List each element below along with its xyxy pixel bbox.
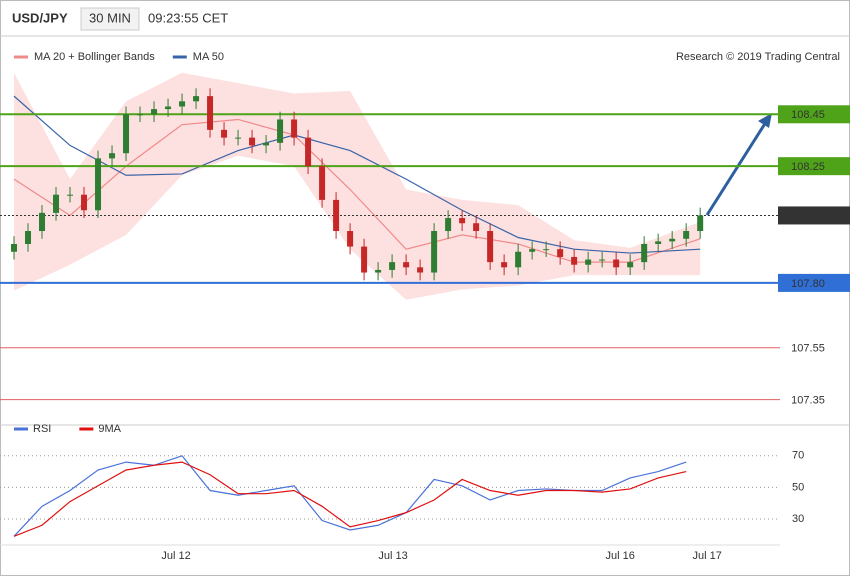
level-box xyxy=(778,105,850,124)
candle-body xyxy=(361,246,368,273)
candle-body xyxy=(445,218,452,232)
y-tick-label: 30 xyxy=(792,513,804,525)
candle-body xyxy=(235,137,242,139)
candle-body xyxy=(179,101,186,107)
candle-body xyxy=(165,106,172,110)
candle-body xyxy=(501,262,508,268)
level-label: 108.06 xyxy=(791,210,825,222)
candle-body xyxy=(221,129,228,138)
level-box xyxy=(778,273,850,292)
candle-body xyxy=(193,96,200,102)
candle-body xyxy=(333,199,340,232)
candle-body xyxy=(151,109,158,115)
candle-body xyxy=(557,249,564,257)
candle-body xyxy=(487,231,494,263)
level-label: 108.25 xyxy=(791,161,825,173)
legend-label: 9MA xyxy=(98,423,121,435)
candle-body xyxy=(683,231,690,239)
level-label: 107.35 xyxy=(791,395,825,407)
level-label: 108.45 xyxy=(791,109,825,121)
x-tick-label: Jul 12 xyxy=(161,550,190,562)
candle-body xyxy=(11,243,18,252)
candle-body xyxy=(25,231,32,244)
candle-body xyxy=(571,256,578,265)
bollinger-band xyxy=(14,72,701,300)
candle-body xyxy=(67,194,74,196)
legend-label: RSI xyxy=(33,423,51,435)
candle-body xyxy=(599,259,606,261)
candle-body xyxy=(431,231,438,273)
series-line xyxy=(13,461,687,537)
candle-body xyxy=(375,269,382,273)
y-tick-label: 70 xyxy=(792,450,804,462)
candle-body xyxy=(347,231,354,247)
legend-label: MA 50 xyxy=(193,51,224,63)
candle-body xyxy=(53,194,60,213)
candle-body xyxy=(123,114,130,154)
candle-body xyxy=(627,262,634,268)
arrow-head xyxy=(758,113,772,128)
candle-body xyxy=(515,251,522,268)
candle-body xyxy=(655,241,662,244)
candle-body xyxy=(109,153,116,159)
candle-body xyxy=(529,249,536,252)
time: 09:23:55 CET xyxy=(148,10,228,25)
candle-body xyxy=(473,223,480,232)
candle-body xyxy=(669,238,676,242)
candle-body xyxy=(207,96,214,130)
candle-body xyxy=(263,142,270,146)
candle-body xyxy=(697,215,704,232)
candle-body xyxy=(137,114,144,116)
candle-body xyxy=(417,267,424,273)
title: USD/JPY xyxy=(12,10,68,25)
credit: Research © 2019 Trading Central xyxy=(676,51,840,63)
candle-body xyxy=(641,243,648,263)
candle-body xyxy=(613,259,620,268)
level-label: 107.55 xyxy=(791,343,825,355)
candle-body xyxy=(585,259,592,265)
candle-body xyxy=(291,119,298,138)
candle-body xyxy=(249,137,256,146)
candle-body xyxy=(459,218,466,224)
candle-body xyxy=(319,166,326,200)
y-tick-label: 50 xyxy=(792,481,804,493)
interval-box xyxy=(80,7,140,31)
x-tick-label: Jul 17 xyxy=(693,550,722,562)
candle-body xyxy=(403,262,410,268)
forecast-arrow xyxy=(705,121,768,216)
candle-body xyxy=(39,212,46,232)
candle-body xyxy=(543,249,550,251)
level-box xyxy=(778,206,850,225)
candle-body xyxy=(95,158,102,211)
candle-body xyxy=(389,262,396,270)
candle-body xyxy=(305,137,312,167)
legend-label: MA 20 + Bollinger Bands xyxy=(34,51,155,63)
candle-body xyxy=(277,119,284,143)
interval: 30 MIN xyxy=(89,10,131,25)
level-box xyxy=(778,157,850,176)
x-tick-label: Jul 16 xyxy=(606,550,635,562)
x-tick-label: Jul 13 xyxy=(378,550,407,562)
candle-body xyxy=(81,194,88,211)
level-label: 107.80 xyxy=(791,278,825,290)
